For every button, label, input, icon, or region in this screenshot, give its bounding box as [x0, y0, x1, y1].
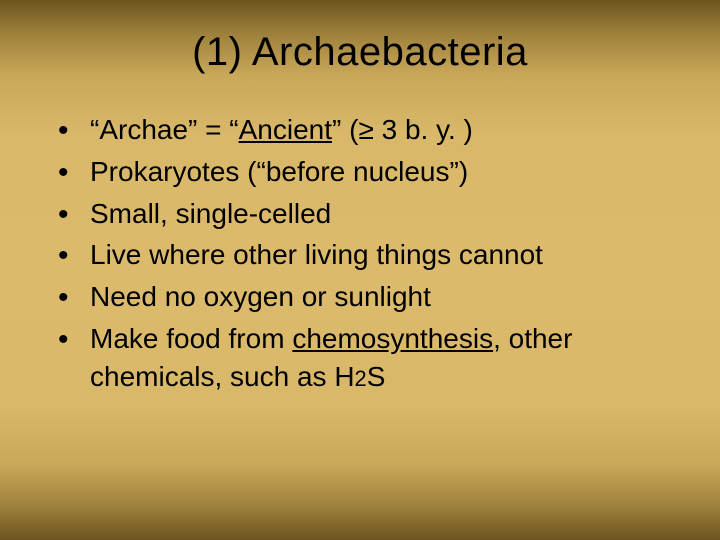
list-item: “Archae” = “Ancient” (≥ 3 b. y. )	[50, 111, 670, 149]
bullet-text-pre: Need no oxygen or sunlight	[90, 281, 431, 312]
bullet-text-pre: Small, single-celled	[90, 198, 331, 229]
list-item: Small, single-celled	[50, 195, 670, 233]
slide-title: (1) Archaebacteria	[50, 30, 670, 75]
bullet-text-pre: Live where other living things cannot	[90, 239, 543, 270]
list-item: Live where other living things cannot	[50, 236, 670, 274]
bullet-text-pre: “Archae” = “	[90, 114, 239, 145]
list-item: Need no oxygen or sunlight	[50, 278, 670, 316]
bullet-text-sub: 2	[355, 366, 367, 391]
bullet-text-tail: S	[367, 361, 386, 392]
list-item: Prokaryotes (“before nucleus”)	[50, 153, 670, 191]
bullet-text-pre: Make food from	[90, 323, 292, 354]
bullet-text-pre: Prokaryotes (“before nucleus”)	[90, 156, 468, 187]
slide: (1) Archaebacteria “Archae” = “Ancient” …	[0, 0, 720, 540]
bullet-text-underline: Ancient	[239, 114, 332, 145]
bullet-text-post: ” (≥ 3 b. y. )	[332, 114, 473, 145]
list-item: Make food from chemosynthesis, other che…	[50, 320, 670, 396]
bullet-list: “Archae” = “Ancient” (≥ 3 b. y. ) Prokar…	[50, 111, 670, 396]
bullet-text-underline: chemosynthesis	[292, 323, 493, 354]
